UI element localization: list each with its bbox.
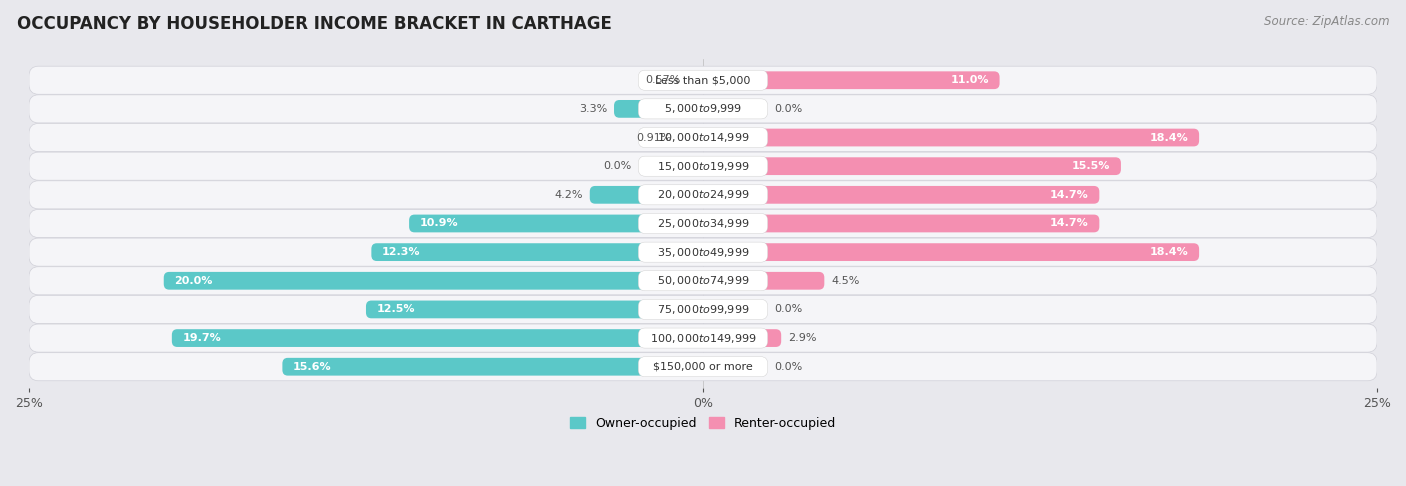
Text: $25,000 to $34,999: $25,000 to $34,999 bbox=[657, 217, 749, 230]
Text: 4.2%: 4.2% bbox=[554, 190, 583, 200]
Text: $100,000 to $149,999: $100,000 to $149,999 bbox=[650, 331, 756, 345]
FancyBboxPatch shape bbox=[703, 329, 782, 347]
FancyBboxPatch shape bbox=[163, 272, 703, 290]
FancyBboxPatch shape bbox=[703, 129, 1199, 146]
Text: 19.7%: 19.7% bbox=[183, 333, 221, 343]
Text: $5,000 to $9,999: $5,000 to $9,999 bbox=[664, 103, 742, 115]
FancyBboxPatch shape bbox=[283, 358, 703, 376]
FancyBboxPatch shape bbox=[688, 71, 703, 89]
FancyBboxPatch shape bbox=[638, 271, 768, 291]
FancyBboxPatch shape bbox=[30, 181, 1376, 209]
FancyBboxPatch shape bbox=[703, 243, 1199, 261]
Text: 0.0%: 0.0% bbox=[775, 362, 803, 372]
Text: $20,000 to $24,999: $20,000 to $24,999 bbox=[657, 189, 749, 201]
FancyBboxPatch shape bbox=[30, 238, 1376, 266]
Text: $50,000 to $74,999: $50,000 to $74,999 bbox=[657, 274, 749, 287]
Text: 12.3%: 12.3% bbox=[382, 247, 420, 257]
Text: 18.4%: 18.4% bbox=[1150, 133, 1188, 142]
FancyBboxPatch shape bbox=[703, 157, 1121, 175]
FancyBboxPatch shape bbox=[409, 215, 703, 232]
Text: 14.7%: 14.7% bbox=[1050, 219, 1088, 228]
FancyBboxPatch shape bbox=[638, 127, 768, 148]
Text: 11.0%: 11.0% bbox=[950, 75, 988, 85]
FancyBboxPatch shape bbox=[638, 328, 768, 348]
FancyBboxPatch shape bbox=[30, 295, 1376, 324]
FancyBboxPatch shape bbox=[703, 272, 824, 290]
Text: 4.5%: 4.5% bbox=[831, 276, 859, 286]
FancyBboxPatch shape bbox=[30, 209, 1376, 238]
Text: 0.57%: 0.57% bbox=[645, 75, 681, 85]
Text: $75,000 to $99,999: $75,000 to $99,999 bbox=[657, 303, 749, 316]
FancyBboxPatch shape bbox=[638, 213, 768, 233]
Text: 20.0%: 20.0% bbox=[174, 276, 212, 286]
FancyBboxPatch shape bbox=[30, 66, 1376, 94]
FancyBboxPatch shape bbox=[30, 95, 1376, 123]
Text: OCCUPANCY BY HOUSEHOLDER INCOME BRACKET IN CARTHAGE: OCCUPANCY BY HOUSEHOLDER INCOME BRACKET … bbox=[17, 15, 612, 33]
FancyBboxPatch shape bbox=[614, 100, 703, 118]
FancyBboxPatch shape bbox=[638, 70, 768, 90]
Text: $10,000 to $14,999: $10,000 to $14,999 bbox=[657, 131, 749, 144]
FancyBboxPatch shape bbox=[30, 152, 1376, 180]
Text: 18.4%: 18.4% bbox=[1150, 247, 1188, 257]
FancyBboxPatch shape bbox=[30, 267, 1376, 295]
FancyBboxPatch shape bbox=[366, 300, 703, 318]
Text: 15.6%: 15.6% bbox=[294, 362, 332, 372]
FancyBboxPatch shape bbox=[30, 353, 1376, 381]
Text: 0.91%: 0.91% bbox=[637, 133, 672, 142]
FancyBboxPatch shape bbox=[638, 299, 768, 319]
Text: 0.0%: 0.0% bbox=[603, 161, 631, 171]
FancyBboxPatch shape bbox=[638, 185, 768, 205]
Text: 3.3%: 3.3% bbox=[579, 104, 607, 114]
Text: 10.9%: 10.9% bbox=[420, 219, 458, 228]
FancyBboxPatch shape bbox=[638, 99, 768, 119]
Text: 0.0%: 0.0% bbox=[775, 104, 803, 114]
Text: 0.0%: 0.0% bbox=[775, 304, 803, 314]
FancyBboxPatch shape bbox=[638, 156, 768, 176]
Text: Less than $5,000: Less than $5,000 bbox=[655, 75, 751, 85]
Legend: Owner-occupied, Renter-occupied: Owner-occupied, Renter-occupied bbox=[565, 412, 841, 434]
Text: $150,000 or more: $150,000 or more bbox=[654, 362, 752, 372]
Text: 12.5%: 12.5% bbox=[377, 304, 415, 314]
FancyBboxPatch shape bbox=[703, 71, 1000, 89]
Text: $35,000 to $49,999: $35,000 to $49,999 bbox=[657, 245, 749, 259]
FancyBboxPatch shape bbox=[172, 329, 703, 347]
Text: 15.5%: 15.5% bbox=[1071, 161, 1111, 171]
FancyBboxPatch shape bbox=[638, 357, 768, 377]
Text: 2.9%: 2.9% bbox=[787, 333, 817, 343]
FancyBboxPatch shape bbox=[703, 215, 1099, 232]
FancyBboxPatch shape bbox=[30, 324, 1376, 352]
FancyBboxPatch shape bbox=[679, 129, 703, 146]
FancyBboxPatch shape bbox=[638, 242, 768, 262]
FancyBboxPatch shape bbox=[371, 243, 703, 261]
FancyBboxPatch shape bbox=[589, 186, 703, 204]
Text: $15,000 to $19,999: $15,000 to $19,999 bbox=[657, 160, 749, 173]
FancyBboxPatch shape bbox=[703, 186, 1099, 204]
Text: Source: ZipAtlas.com: Source: ZipAtlas.com bbox=[1264, 15, 1389, 28]
Text: 14.7%: 14.7% bbox=[1050, 190, 1088, 200]
FancyBboxPatch shape bbox=[30, 123, 1376, 152]
